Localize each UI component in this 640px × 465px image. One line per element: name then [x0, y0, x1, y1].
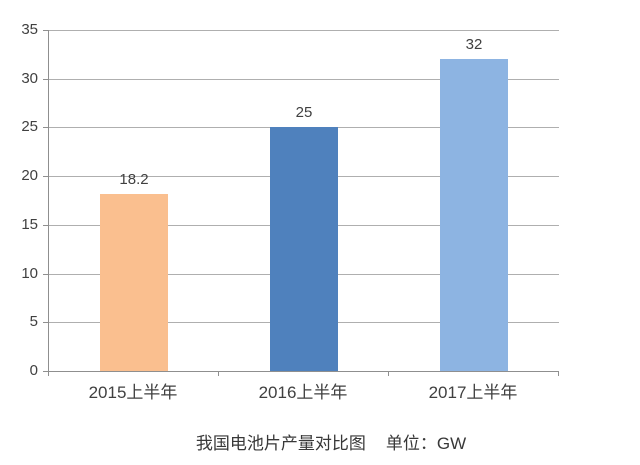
y-axis-label: 15 [21, 215, 38, 233]
y-axis-label: 5 [29, 313, 38, 331]
y-axis-tick [43, 371, 48, 372]
x-axis-label: 2017上半年 [428, 383, 518, 402]
x-axis-tick [388, 372, 389, 376]
y-axis-label: 30 [21, 69, 38, 87]
y-axis-label: 25 [21, 118, 38, 136]
y-axis-label: 0 [29, 362, 38, 379]
plot-area: 18.2 25 32 [48, 30, 559, 372]
x-axis-tick [558, 372, 559, 376]
bar-value-label: 18.2 [119, 170, 149, 188]
chart-title: 我国电池片产量对比图 [195, 434, 366, 453]
bar-slot: 25 [219, 30, 389, 371]
y-axis-tick [43, 322, 48, 324]
gridline [49, 78, 559, 80]
y-axis-tick [43, 78, 48, 80]
y-axis-label: 35 [21, 21, 38, 38]
x-axis-label: 2016上半年 [258, 383, 348, 402]
bar-value-label: 32 [465, 36, 483, 54]
y-axis-label: 20 [21, 167, 38, 185]
x-axis-label: 2015上半年 [88, 383, 178, 402]
x-axis-tick [218, 372, 219, 376]
bar [440, 59, 508, 371]
bar-slot: 18.2 [49, 30, 219, 371]
gridline [49, 30, 559, 31]
bar [100, 193, 168, 371]
chart-unit-label: 单位：GW [385, 434, 467, 453]
bar-slot: 32 [389, 30, 559, 371]
y-axis-tick [43, 127, 48, 129]
bar-value-label: 25 [295, 104, 313, 122]
chart-caption: 我国电池片产量对比图 单位：GW [196, 429, 466, 454]
y-axis-tick [43, 30, 48, 31]
y-axis-tick [43, 273, 48, 275]
y-axis-label: 10 [21, 264, 38, 282]
y-axis-tick [43, 224, 48, 226]
y-axis-tick [43, 176, 48, 178]
x-axis-tick [48, 372, 49, 376]
bar [270, 127, 338, 371]
